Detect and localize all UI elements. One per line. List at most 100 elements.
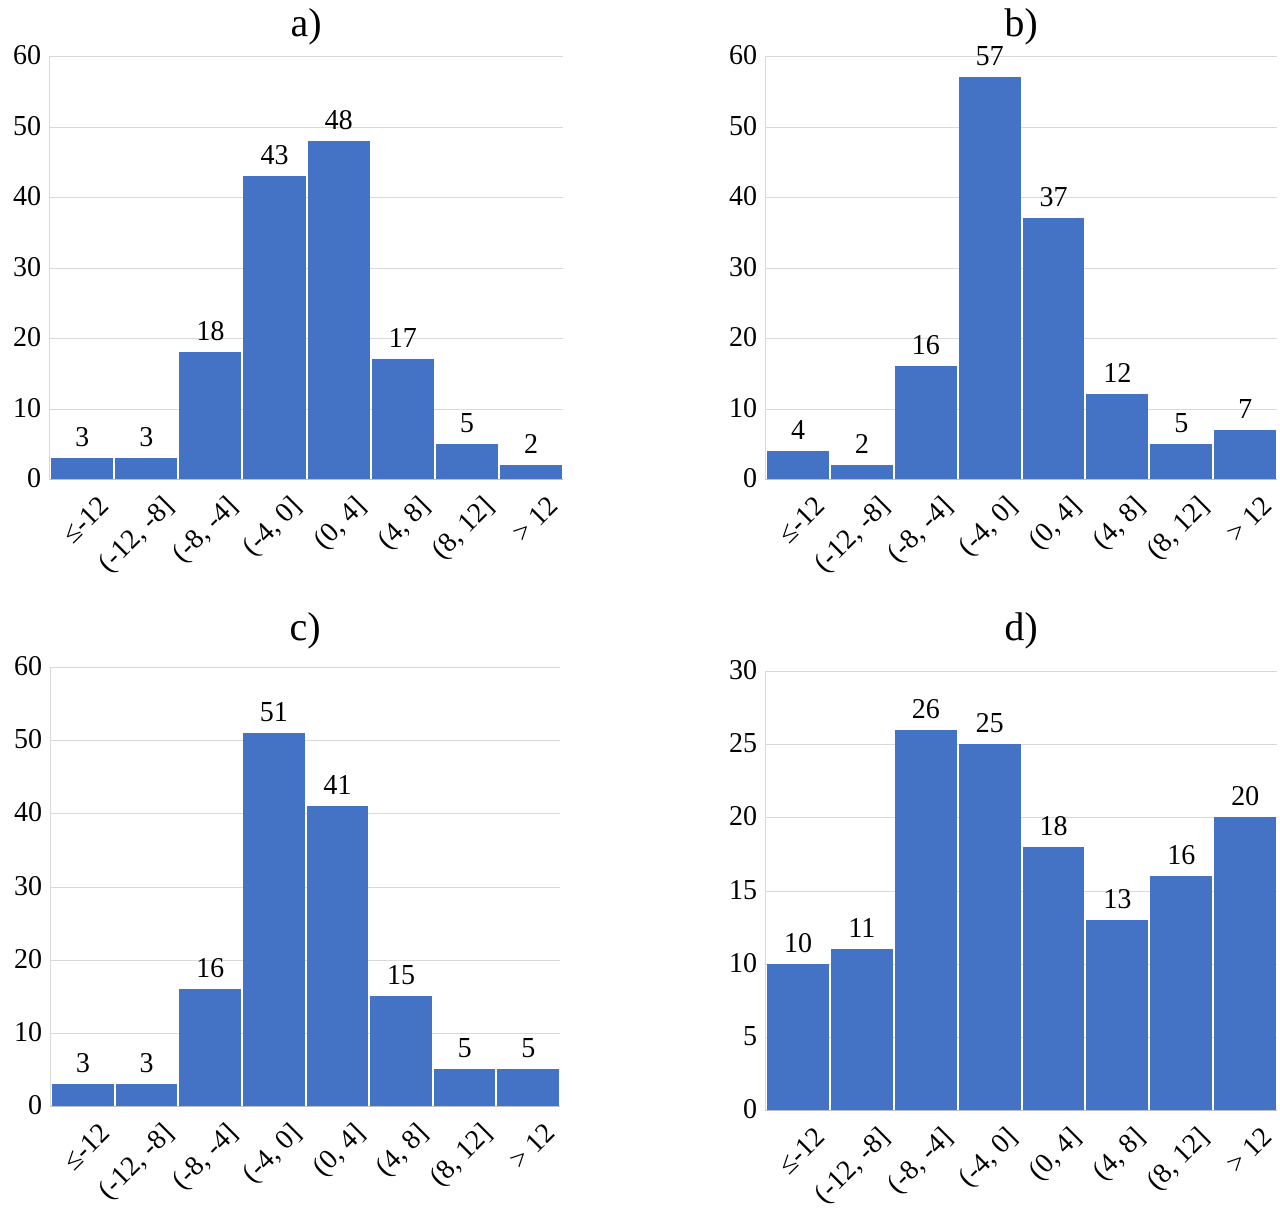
bar-value-label: 13 — [1103, 883, 1132, 915]
bar-value-label: 5 — [459, 407, 474, 439]
bar-value-label: 41 — [323, 770, 352, 802]
bar — [51, 457, 114, 479]
bar — [115, 457, 178, 479]
bar-value-label: 18 — [1039, 810, 1068, 842]
bar-value-label: 16 — [911, 330, 940, 362]
bar-value-label: 11 — [848, 913, 876, 945]
x-tick-label: (8, 12] — [423, 1117, 498, 1193]
x-tick-label: (-8, -4] — [880, 490, 959, 569]
x-tick-label: (-8, -4] — [165, 490, 244, 569]
bar — [1214, 429, 1276, 479]
gridline — [50, 338, 563, 339]
bar-value-label: 4 — [790, 414, 805, 446]
chart-c: c) 0 10 20 30 40 50 60 3 ≤-12 3 (-12, -8] 16 (-8, -4… — [0, 600, 612, 1216]
bar — [1150, 875, 1213, 1110]
x-tick-label: (4, 8] — [1085, 490, 1151, 556]
bar-value-label: 48 — [324, 104, 353, 136]
x-tick-label: (-4, 0] — [235, 1117, 307, 1189]
y-tick-label: 10 — [14, 1016, 42, 1048]
gridline — [766, 963, 1277, 965]
x-tick-label: (4, 8] — [1085, 1121, 1151, 1187]
y-tick-label: 60 — [13, 40, 41, 71]
bar — [1022, 218, 1085, 479]
bar — [52, 1084, 114, 1106]
bar — [1022, 846, 1085, 1110]
bar-value-label: 2 — [523, 428, 538, 460]
bar-value-label: 25 — [975, 708, 1004, 740]
bar — [370, 996, 432, 1106]
bar-value-label: 12 — [1103, 358, 1132, 390]
bar — [435, 443, 498, 479]
y-tick-label: 25 — [729, 728, 757, 760]
bar-value-label: 10 — [783, 927, 812, 959]
y-tick-label: 10 — [13, 392, 41, 424]
y-tick-label: 5 — [743, 1020, 757, 1052]
bar-value-label: 5 — [1174, 407, 1189, 439]
bar — [371, 359, 434, 479]
gridline — [766, 338, 1277, 339]
bar — [307, 140, 370, 479]
x-tick-label: > 12 — [506, 490, 565, 549]
bar — [830, 949, 893, 1110]
chart-b: b) 0 10 20 30 40 50 60 4 ≤-12 2 (-12, -8] 16 (-8, -4… — [645, 0, 1280, 600]
y-tick-label: 50 — [14, 724, 42, 756]
gridline — [766, 126, 1277, 128]
bar — [958, 744, 1021, 1110]
chart-d-title: d) — [1004, 604, 1038, 649]
bar — [433, 1069, 496, 1106]
bar-value-label: 7 — [1238, 393, 1253, 425]
gridline — [766, 671, 1277, 672]
bar — [497, 1069, 559, 1106]
y-tick-label: 15 — [729, 874, 757, 906]
gridline — [766, 1036, 1277, 1038]
gridline — [766, 890, 1277, 892]
bar-value-label: 18 — [196, 316, 225, 348]
bar-value-label: 3 — [75, 421, 90, 453]
bar — [179, 352, 242, 479]
gridline — [50, 56, 563, 57]
y-tick-label: 30 — [729, 655, 757, 686]
y-tick-label: 60 — [14, 651, 42, 682]
y-tick-label: 60 — [729, 40, 757, 71]
y-tick-label: 40 — [13, 181, 41, 212]
bar — [243, 175, 306, 479]
gridline — [766, 817, 1277, 819]
y-tick-label: 10 — [729, 392, 757, 424]
gridline — [766, 267, 1277, 269]
y-tick-label: 20 — [729, 801, 757, 833]
x-tick-label: (4, 8] — [369, 1117, 435, 1183]
gridline — [50, 408, 563, 410]
x-tick-label: (8, 12] — [1139, 490, 1215, 566]
bar — [499, 464, 562, 479]
y-tick-label: 20 — [729, 322, 757, 353]
y-tick-label: 30 — [13, 251, 41, 283]
gridline — [50, 197, 563, 198]
x-tick-label: (0, 4] — [305, 1117, 371, 1183]
x-tick-label: (8, 12] — [425, 490, 501, 566]
chart-c-title: c) — [289, 604, 321, 649]
bar — [767, 450, 829, 479]
y-tick-label: 20 — [14, 943, 42, 975]
bar — [1214, 817, 1276, 1110]
chart-b-plot-area: 0 10 20 30 40 50 60 4 ≤-12 2 (-12, -8] 16 (-8, -4] 57… — [729, 40, 1278, 578]
bar-value-label: 3 — [139, 421, 154, 453]
chart-d: d) 0 5 10 15 20 25 30 10 ≤-12 11 (-12, -8] 26 (-8, -… — [645, 600, 1280, 1216]
chart-c-plot-area: 0 10 20 30 40 50 60 3 ≤-12 3 (-12, -8] 16 (-8, -4] 51… — [14, 651, 561, 1205]
bar-value-label: 17 — [388, 323, 417, 355]
bar-value-label: 16 — [196, 952, 225, 984]
x-tick-label: (-4, 0] — [951, 490, 1023, 562]
y-tick-label: 30 — [729, 251, 757, 283]
bar-value-label: 51 — [259, 696, 288, 728]
x-tick-label: (0, 4] — [306, 490, 372, 556]
y-tick-label: 40 — [729, 181, 757, 212]
x-tick-label: (-8, -4] — [165, 1117, 244, 1196]
chart-d-plot-area: 0 5 10 15 20 25 30 10 ≤-12 11 (-12, -8] 26 (-8, -4] 2… — [729, 655, 1278, 1209]
gridline — [51, 813, 560, 815]
bar-value-label: 15 — [386, 960, 415, 992]
gridline — [766, 197, 1277, 198]
y-tick-label: 0 — [743, 1094, 757, 1125]
bar — [1150, 443, 1213, 479]
bar — [767, 963, 829, 1110]
chart-b-title: b) — [1004, 0, 1038, 45]
bar — [894, 366, 957, 479]
